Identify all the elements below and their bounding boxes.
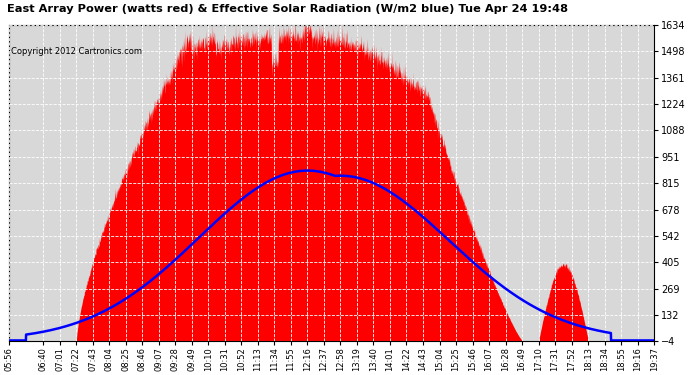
Text: East Array Power (watts red) & Effective Solar Radiation (W/m2 blue) Tue Apr 24 : East Array Power (watts red) & Effective… (7, 4, 568, 14)
Text: Copyright 2012 Cartronics.com: Copyright 2012 Cartronics.com (11, 47, 142, 56)
